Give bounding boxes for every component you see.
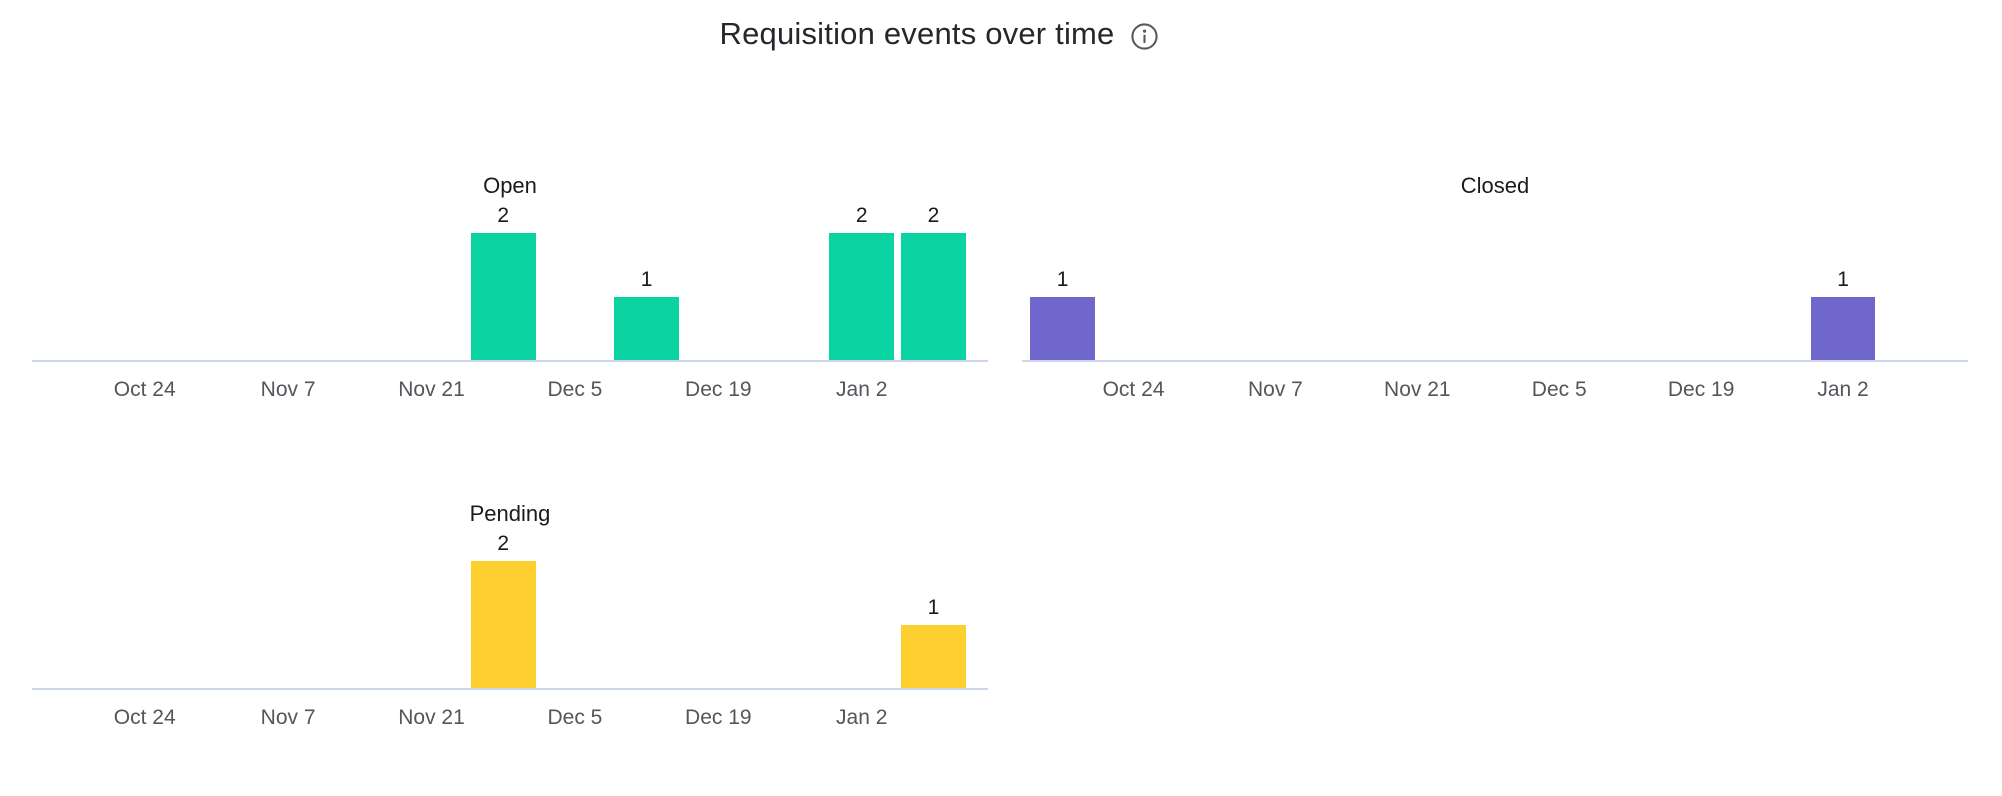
bar-pending-nov-28[interactable] (470, 561, 536, 688)
x-tick-label-jan-2: Jan 2 (1817, 378, 1869, 401)
info-icon[interactable] (1130, 22, 1159, 51)
bar-pending-jan-9[interactable] (900, 624, 967, 688)
chart-title-pending: Pending (469, 501, 551, 526)
page-title: Requisition events over time (719, 16, 1115, 51)
chart-title-closed: Closed (1460, 173, 1530, 198)
x-tick-label-jan-2: Jan 2 (836, 706, 888, 729)
bar-value-label-open-nov-28: 2 (497, 204, 510, 227)
x-tick-label-dec-5: Dec 5 (547, 706, 603, 729)
x-tick-label-nov-21: Nov 21 (398, 378, 465, 401)
x-tick-label-oct-24: Oct 24 (113, 706, 176, 729)
bar-value-label-closed-jan-2: 1 (1837, 267, 1849, 291)
x-axis-open: Oct 24 Nov 7 Nov 21 Dec 5 Dec 19 Jan 2 (32, 362, 988, 401)
x-tick-label-dec-19: Dec 19 (685, 706, 752, 729)
x-tick-label-nov-7: Nov 7 (260, 378, 316, 401)
bar-value-label-closed-oct-17: 1 (1056, 267, 1069, 291)
x-tick-label-dec-19: Dec 19 (685, 378, 752, 401)
x-tick-label-dec-5: Dec 5 (1531, 378, 1587, 401)
bar-value-label-open-jan-2: 2 (855, 204, 868, 227)
chart-open: Open 2 1 2 2 Oct 24 Nov 7 Nov 21 Dec 5 Dec 19 Ja… (32, 172, 988, 401)
chart-title-open: Open (483, 173, 537, 198)
plot-area-open: 2 1 2 2 (32, 205, 988, 362)
bar-open-dec-12[interactable] (613, 296, 680, 360)
bar-closed-jan-2[interactable] (1810, 296, 1876, 360)
x-tick-label-nov-7: Nov 7 (260, 706, 316, 729)
bar-closed-oct-17[interactable] (1030, 296, 1095, 360)
bar-value-label-pending-nov-28: 2 (497, 532, 510, 555)
x-tick-label-dec-19: Dec 19 (1667, 378, 1735, 401)
bar-value-label-open-dec-12: 1 (640, 267, 653, 291)
x-tick-label-jan-2: Jan 2 (836, 378, 888, 401)
x-tick-label-dec-5: Dec 5 (547, 378, 603, 401)
x-tick-label-nov-21: Nov 21 (1384, 378, 1451, 401)
x-tick-label-nov-21: Nov 21 (398, 706, 465, 729)
x-tick-label-nov-7: Nov 7 (1247, 378, 1303, 401)
bar-value-label-pending-jan-9: 1 (927, 595, 940, 619)
chart-header: Requisition events over time (0, 16, 2002, 52)
x-tick-label-oct-24: Oct 24 (1102, 378, 1165, 401)
bar-open-jan-2[interactable] (829, 233, 895, 360)
bar-open-jan-9[interactable] (900, 233, 967, 360)
x-axis-pending: Oct 24 Nov 7 Nov 21 Dec 5 Dec 19 Jan 2 (32, 690, 988, 729)
x-tick-label-oct-24: Oct 24 (113, 378, 176, 401)
bar-value-label-open-jan-9: 2 (927, 204, 940, 227)
bar-open-nov-28[interactable] (470, 233, 536, 360)
x-axis-closed: Oct 24 Nov 7 Nov 21 Dec 5 Dec 19 Jan 2 (1022, 362, 1968, 401)
